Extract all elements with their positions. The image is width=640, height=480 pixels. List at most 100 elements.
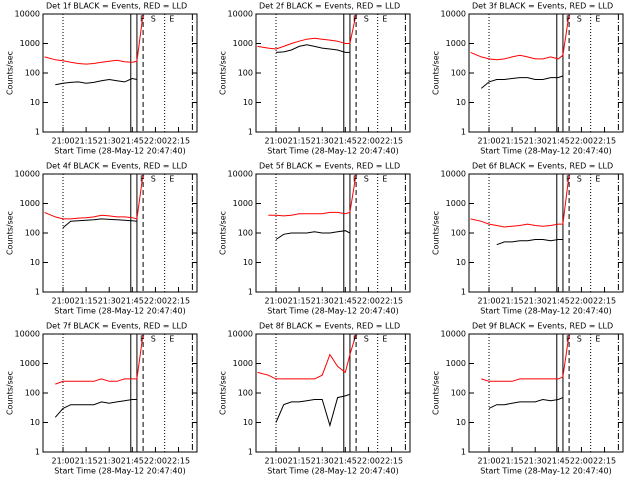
y-tick-label: 10 [30,418,40,427]
y-tick-label: 10000 [15,10,40,19]
y-tick-label: 10 [456,258,466,267]
x-tick-label: 21:30 [311,297,334,306]
y-tick-label: 1 [35,128,40,137]
x-tick-label: 21:30 [98,297,121,306]
x-tick-label: 21:45 [121,137,144,146]
panel-title: Det 8f BLACK = Events, RED = LLD [259,322,400,331]
x-tick-label: 22:00 [357,137,380,146]
x-tick-label: 21:30 [98,457,121,466]
x-tick-label: 21:15 [501,137,524,146]
panel-title: Det 1f BLACK = Events, RED = LLD [46,2,187,11]
plot-frame [255,13,411,133]
x-tick-label: 21:30 [311,457,334,466]
series-line [257,334,357,380]
plot-frame [42,173,198,293]
y-tick-label: 100 [238,229,253,238]
marker-label: F [566,335,571,344]
marker-label: E [595,335,600,344]
series-line [44,14,144,65]
x-tick-label: 21:00 [51,297,74,306]
x-axis-label: Start Time (28-May-12 20:47:40) [480,467,611,476]
x-tick-label: 21:15 [75,297,98,306]
x-axis-label: Start Time (28-May-12 20:47:40) [54,147,185,156]
y-axis-label: Counts/sec [432,211,441,255]
series-line [44,174,144,220]
y-tick-label: 100 [25,389,40,398]
series-line [275,393,351,428]
plot-frame [468,173,624,293]
series-line [481,334,570,382]
x-tick-label: 21:00 [264,137,287,146]
y-tick-label: 1000 [233,199,253,208]
x-tick-label: 22:00 [357,457,380,466]
x-tick-label: 21:30 [524,137,547,146]
y-tick-label: 1000 [20,359,40,368]
marker-label: E [382,335,387,344]
series-line [488,397,564,409]
panel-title: Det 2f BLACK = Events, RED = LLD [259,2,400,11]
x-tick-label: 21:45 [334,297,357,306]
x-tick-label: 22:15 [167,457,190,466]
y-tick-label: 1 [248,128,253,137]
x-tick-label: 21:15 [288,457,311,466]
x-tick-label: 22:00 [570,137,593,146]
x-tick-label: 21:00 [51,457,74,466]
x-tick-label: 22:00 [357,297,380,306]
y-axis-label: Counts/sec [6,211,15,255]
y-tick-label: 1000 [20,39,40,48]
marker-label: F [353,15,358,24]
x-tick-label: 21:15 [501,297,524,306]
x-axis-label: Start Time (28-May-12 20:47:40) [267,307,398,316]
x-tick-label: 22:15 [167,297,190,306]
marker-label: F [353,335,358,344]
y-tick-label: 10000 [441,330,466,339]
series-line [496,239,563,246]
marker-label: F [353,175,358,184]
y-tick-label: 1 [461,128,466,137]
x-axis-label: Start Time (28-May-12 20:47:40) [54,307,185,316]
marker-label: S [151,335,156,344]
x-tick-label: 21:00 [477,457,500,466]
plot-frame [42,13,198,133]
marker-label: F [140,335,145,344]
x-tick-label: 22:15 [593,297,616,306]
panel: Det 5f BLACK = Events, RED = LLD Start Ti… [219,162,411,316]
panel: Det 7f BLACK = Events, RED = LLD Start Ti… [6,322,198,476]
panel: Det 2f BLACK = Events, RED = LLD Start Ti… [219,2,411,156]
y-axis-label: Counts/sec [6,51,15,95]
x-axis-label: Start Time (28-May-12 20:47:40) [480,307,611,316]
marker-label: S [151,15,156,24]
panel: Det 4f BLACK = Events, RED = LLD Start Ti… [6,162,198,316]
x-tick-label: 21:30 [524,457,547,466]
x-axis-label: Start Time (28-May-12 20:47:40) [54,467,185,476]
panel: Det 6f BLACK = Events, RED = LLD Start Ti… [432,162,624,316]
marker-label: E [595,175,600,184]
x-tick-label: 21:45 [121,457,144,466]
x-tick-label: 22:15 [593,457,616,466]
plot-frame [255,173,411,293]
y-tick-label: 1 [461,288,466,297]
marker-label: F [566,175,571,184]
x-tick-label: 21:00 [51,137,74,146]
y-tick-label: 100 [451,69,466,78]
x-tick-label: 21:15 [75,137,98,146]
x-tick-label: 21:45 [547,297,570,306]
panel-title: Det 6f BLACK = Events, RED = LLD [472,162,613,171]
series-line [55,334,144,385]
marker-label: F [140,175,145,184]
x-tick-label: 22:00 [144,137,167,146]
marker-label: E [169,335,174,344]
x-tick-label: 21:30 [98,137,121,146]
x-tick-label: 21:45 [547,457,570,466]
panel-title: Det 3f BLACK = Events, RED = LLD [472,2,613,11]
x-tick-label: 22:15 [380,137,403,146]
y-tick-label: 10 [456,98,466,107]
marker-label: S [577,335,582,344]
series-line [257,14,357,50]
y-axis-label: Counts/sec [432,371,441,415]
y-tick-label: 100 [25,69,40,78]
x-tick-label: 22:15 [380,457,403,466]
x-tick-label: 21:15 [288,297,311,306]
